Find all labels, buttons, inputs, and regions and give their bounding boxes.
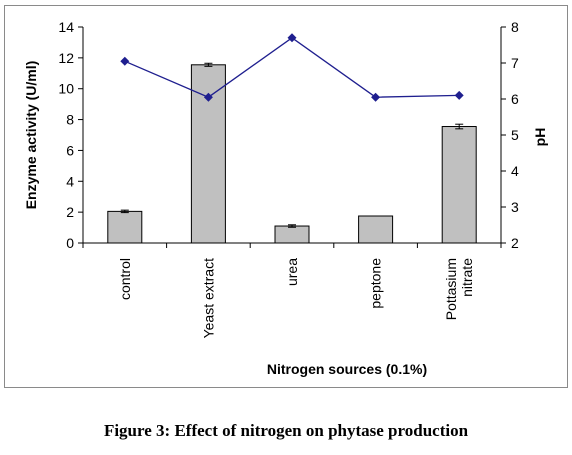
ph-point: [287, 33, 297, 43]
right-y-tick-label: 7: [511, 55, 519, 71]
category-label: nitrate: [459, 258, 475, 297]
right-y-tick-label: 2: [511, 235, 519, 251]
ph-point: [371, 92, 381, 102]
left-y-tick-label: 0: [66, 235, 74, 251]
label-layer: Enzyme activity (U/ml) pH Nitrogen sourc…: [23, 19, 548, 377]
right-y-tick-label: 3: [511, 199, 519, 215]
bar: [358, 215, 394, 244]
left-y-tick-label: 2: [66, 204, 74, 220]
line-layer: [120, 33, 464, 102]
left-y-tick-label: 12: [58, 50, 74, 66]
right-y-tick-label: 4: [511, 163, 519, 179]
category-label: peptone: [368, 258, 384, 309]
right-y-tick-label: 5: [511, 127, 519, 143]
figure-caption: Figure 3: Effect of nitrogen on phytase …: [103, 421, 469, 440]
bar: [107, 210, 143, 244]
bar: [274, 225, 310, 244]
ph-line: [124, 37, 460, 98]
category-label: control: [117, 258, 133, 300]
right-y-axis-title: pH: [532, 128, 548, 147]
ph-point: [120, 56, 130, 66]
chart-frame: [4, 5, 568, 388]
bar-layer: [107, 62, 477, 244]
right-y-tick-label: 6: [511, 91, 519, 107]
category-label: Yeast extract: [200, 258, 216, 339]
category-label: Pottasium: [443, 258, 459, 320]
category-label: urea: [284, 258, 300, 286]
chart-svg: Enzyme activity (U/ml) pH Nitrogen sourc…: [23, 19, 548, 377]
y-axis-title: Enzyme activity (U/ml): [23, 61, 39, 210]
left-y-tick-label: 8: [66, 112, 74, 128]
x-axis-title: Nitrogen sources (0.1%): [267, 361, 427, 377]
right-y-tick-label: 8: [511, 19, 519, 35]
bar: [441, 126, 477, 244]
ph-point: [203, 92, 213, 102]
axes-layer: [78, 26, 506, 248]
left-y-tick-label: 6: [66, 142, 74, 158]
left-y-tick-label: 14: [58, 19, 74, 35]
left-y-tick-label: 4: [66, 173, 74, 189]
ph-point: [454, 90, 464, 100]
left-y-tick-label: 10: [58, 81, 74, 97]
